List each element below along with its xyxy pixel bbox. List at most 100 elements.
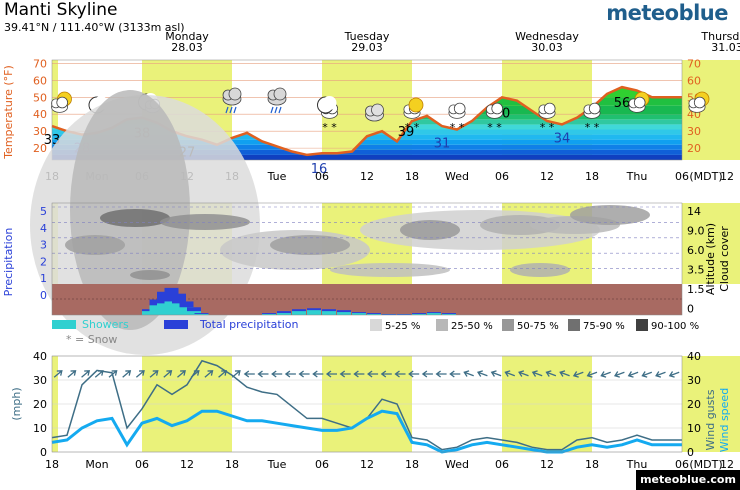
weather-cloud-icon (365, 103, 384, 122)
wind-tick-right: 30 (687, 374, 701, 387)
altitude-tick-right: 14 (687, 205, 701, 218)
snow-legend-label: * = Snow (66, 333, 117, 346)
wind-direction-arrow (135, 370, 145, 378)
snow-flake: * * (487, 121, 502, 134)
wind-unit-label: (mph) (10, 387, 23, 420)
weather-snow-icon: * * (448, 102, 466, 134)
daylight-band (682, 203, 740, 284)
cloud-legend: Showers Total precipitation * = Snow 5-25 %… (52, 318, 699, 346)
arrow-shape (600, 371, 611, 378)
arrow-shape (668, 371, 680, 378)
wind-speed-line (51, 409, 682, 454)
wind-direction-arrow (421, 370, 433, 378)
time-axis-label: 06 (315, 458, 329, 470)
time-axis-label: 12 (540, 170, 554, 183)
arrow-shape (572, 371, 584, 378)
shower-bar (172, 303, 186, 315)
wind-direction-arrow (231, 370, 241, 378)
wind-direction-arrow (339, 370, 351, 378)
wind-direction-arrow (149, 370, 159, 378)
shower-bar (157, 303, 171, 315)
cloud-shape (588, 102, 601, 115)
rain-drop (233, 106, 237, 114)
arrow-shape (257, 370, 269, 378)
arrow-shape (655, 371, 666, 378)
wind-direction-arrow (668, 371, 680, 378)
shower-bar (412, 314, 426, 315)
arrow-shape (190, 370, 200, 378)
moon-cut (322, 96, 337, 110)
altitude-axis-label: Altitude (km) (704, 223, 717, 295)
weather-snow-icon: * * (485, 102, 504, 134)
rain-drop (229, 106, 233, 114)
wind-tick-right: 10 (687, 422, 701, 435)
arrow-shape (408, 370, 420, 378)
cloud-shape (228, 87, 242, 101)
time-axis-label: 12 (720, 170, 734, 183)
weather-sc-icon (51, 91, 72, 113)
cloud-precip-panel: 5 4 3 2 1 0 14 9.0 6.0 3.5 1.5 0 Precipitation Altitu… (2, 90, 740, 355)
arrow-shape (435, 370, 447, 378)
wind-direction-arrow (545, 370, 557, 377)
shower-bar (442, 314, 456, 315)
temp-band (52, 144, 682, 150)
wind-speed-axis-label: Wind speed (718, 388, 731, 452)
temp-tick-left: 30 (33, 125, 47, 138)
wind-tick-left: 30 (33, 374, 47, 387)
wind-direction-arrow (325, 370, 337, 378)
cloud-shape (491, 102, 504, 115)
shower-bar (427, 313, 441, 315)
cloud-legend-swatch (636, 319, 648, 331)
wind-direction-arrow (163, 370, 173, 378)
weather-rain-icon (222, 87, 242, 114)
footer-brand-link[interactable]: meteoblue.com (636, 470, 740, 490)
arrow-shape (353, 370, 365, 378)
weather-snow-icon: * * (538, 102, 556, 134)
wind-direction-arrow (531, 370, 543, 377)
arrow-shape (380, 370, 392, 378)
cloud-legend-label: 90-100 % (651, 321, 699, 332)
wind-tick-left: 0 (40, 446, 47, 459)
arrow-shape (531, 370, 543, 377)
wind-tick-right: 20 (687, 398, 701, 411)
temp-value-label: 34 (554, 131, 571, 146)
arrow-shape (108, 370, 118, 378)
wind-direction-arrow (271, 370, 283, 378)
arrow-shape (545, 370, 557, 377)
arrow-shape (449, 370, 461, 378)
weather-sc-icon (628, 91, 650, 113)
shower-bar (142, 311, 156, 315)
time-axis-label: 18 (405, 170, 419, 183)
meteoblue-logo[interactable]: meteoblue (606, 1, 728, 25)
cloud-cover-blob (130, 270, 170, 280)
wind-direction-arrow (394, 370, 406, 378)
snow-flake: * * (585, 121, 600, 134)
altitude-tick-right: 1.5 (687, 283, 705, 296)
snow-flake: * * (322, 121, 337, 134)
arrow-shape (518, 370, 529, 377)
arrow-shape (177, 370, 186, 378)
day-name: Monday (165, 30, 209, 43)
rain-drop (278, 106, 282, 114)
shower-bar (194, 314, 209, 315)
rain-drop (225, 106, 229, 114)
time-axis-label: Mon (85, 458, 108, 470)
time-axis-label: 12 (360, 458, 374, 470)
arrow-shape (339, 370, 351, 378)
cloud-legend-label: 5-25 % (385, 321, 420, 332)
arrow-shape (476, 370, 488, 377)
time-axis-label: Wed (445, 170, 469, 183)
wind-direction-arrow (177, 370, 186, 378)
snow-flake: * * (405, 121, 420, 134)
showers-legend-swatch (52, 320, 76, 329)
wind-direction-arrow (190, 370, 200, 378)
arrow-shape (559, 370, 570, 377)
temp-tick-left: 20 (33, 142, 47, 155)
day-name: Wednesday (515, 30, 579, 43)
wind-direction-arrow (367, 370, 379, 378)
location-coords: 39.41°N / 111.40°W (3133m asl) (4, 21, 185, 34)
wind-direction-arrow (204, 370, 214, 378)
wind-direction-arrow (655, 371, 666, 378)
cloud-cover-blob (570, 205, 650, 225)
precip-axis-label: Precipitation (2, 228, 15, 297)
